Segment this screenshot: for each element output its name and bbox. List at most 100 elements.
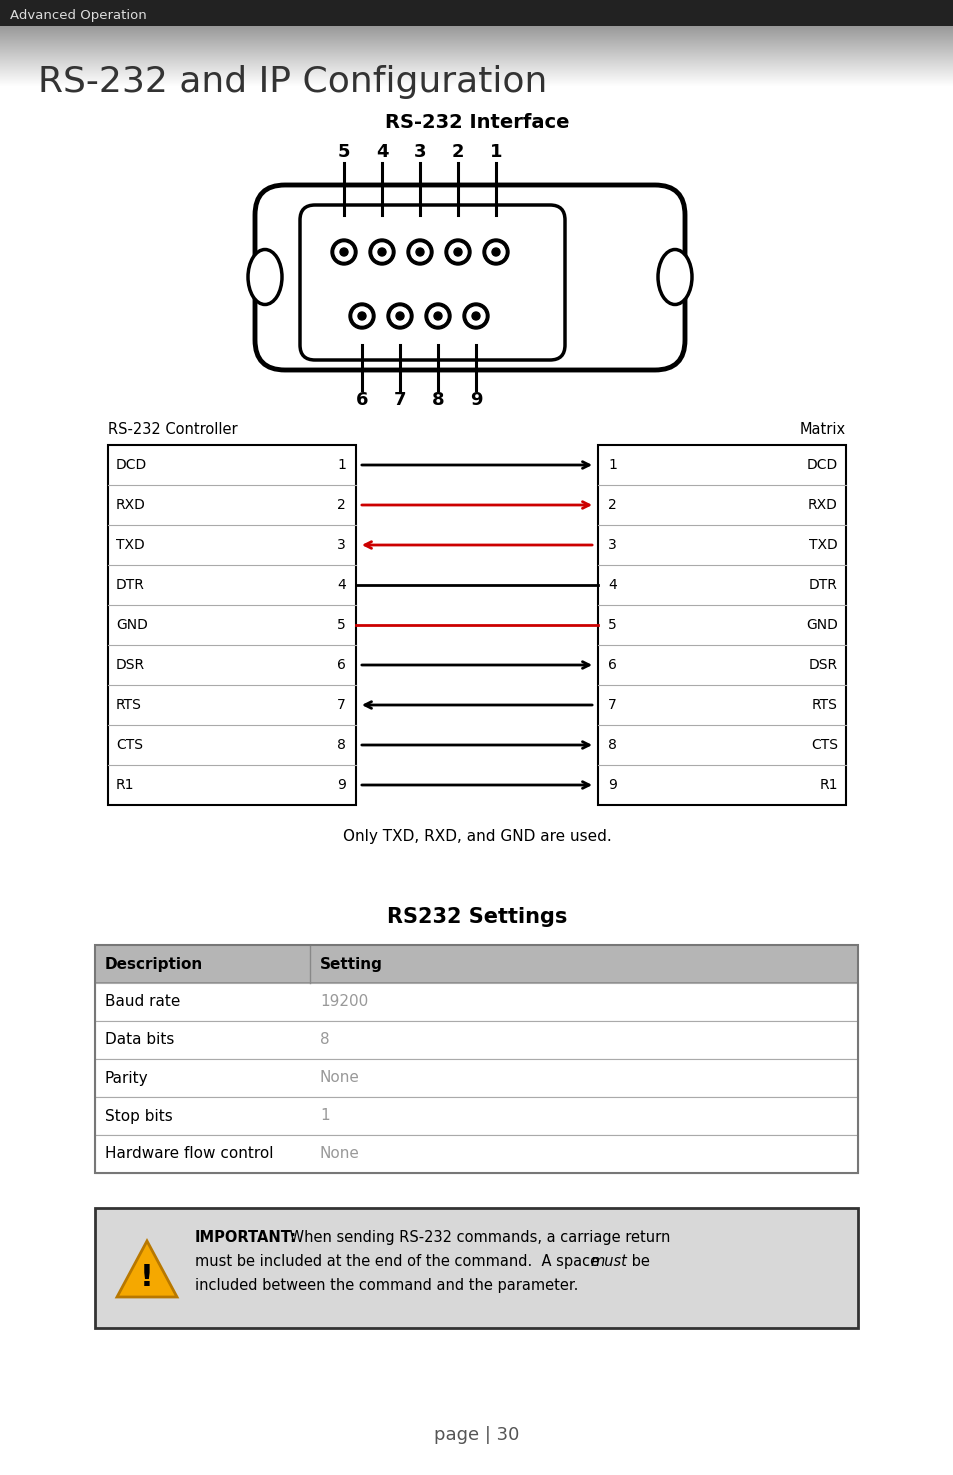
Text: 4: 4 — [337, 578, 346, 591]
Circle shape — [395, 313, 403, 320]
Circle shape — [434, 313, 441, 320]
Bar — [95, 982, 857, 1021]
Text: GND: GND — [116, 618, 148, 631]
Text: When sending RS-232 commands, a carriage return: When sending RS-232 commands, a carriage… — [285, 1230, 670, 1245]
Circle shape — [492, 248, 499, 257]
Text: 8: 8 — [607, 738, 617, 752]
Circle shape — [369, 239, 395, 266]
Text: DCD: DCD — [806, 459, 837, 472]
Text: 1: 1 — [336, 459, 346, 472]
Text: RS232 Settings: RS232 Settings — [386, 907, 567, 926]
Text: 5: 5 — [337, 143, 350, 161]
Text: Parity: Parity — [105, 1071, 149, 1086]
Bar — [95, 945, 857, 982]
Text: 6: 6 — [336, 658, 346, 673]
Circle shape — [373, 243, 391, 261]
Text: Data bits: Data bits — [105, 1032, 174, 1047]
Text: RS-232 Interface: RS-232 Interface — [384, 112, 569, 131]
Text: 2: 2 — [337, 499, 346, 512]
Text: 4: 4 — [607, 578, 616, 591]
Circle shape — [486, 243, 504, 261]
Text: must: must — [589, 1254, 626, 1268]
Text: 7: 7 — [337, 698, 346, 712]
Text: RS-232 Controller: RS-232 Controller — [108, 422, 237, 437]
Text: 1: 1 — [489, 143, 501, 161]
Circle shape — [444, 239, 471, 266]
Text: None: None — [319, 1146, 359, 1161]
Text: 3: 3 — [414, 143, 426, 161]
Text: TXD: TXD — [116, 538, 145, 552]
Text: 5: 5 — [337, 618, 346, 631]
Text: 19200: 19200 — [319, 994, 368, 1009]
Text: R1: R1 — [819, 777, 837, 792]
Ellipse shape — [658, 249, 691, 304]
Circle shape — [391, 307, 409, 324]
Text: page | 30: page | 30 — [434, 1426, 519, 1444]
Text: 8: 8 — [336, 738, 346, 752]
Text: CTS: CTS — [116, 738, 143, 752]
Text: Only TXD, RXD, and GND are used.: Only TXD, RXD, and GND are used. — [342, 829, 611, 845]
Bar — [95, 1059, 857, 1097]
Circle shape — [454, 248, 461, 257]
Text: None: None — [319, 1071, 359, 1086]
Text: 3: 3 — [337, 538, 346, 552]
Polygon shape — [117, 1240, 177, 1297]
Text: R1: R1 — [116, 777, 134, 792]
Bar — [108, 445, 355, 805]
Text: GND: GND — [805, 618, 837, 631]
Circle shape — [462, 302, 489, 329]
Circle shape — [424, 302, 451, 329]
Text: 2: 2 — [452, 143, 464, 161]
Bar — [95, 1097, 857, 1134]
Circle shape — [339, 248, 348, 257]
Text: DSR: DSR — [116, 658, 145, 673]
Text: RTS: RTS — [811, 698, 837, 712]
Circle shape — [353, 307, 371, 324]
Circle shape — [411, 243, 429, 261]
FancyBboxPatch shape — [299, 205, 564, 360]
Text: Stop bits: Stop bits — [105, 1109, 172, 1124]
Text: 7: 7 — [607, 698, 616, 712]
Text: RTS: RTS — [116, 698, 142, 712]
Text: 9: 9 — [469, 391, 482, 409]
Bar — [95, 1021, 857, 1059]
Circle shape — [387, 302, 413, 329]
Circle shape — [335, 243, 353, 261]
Bar — [95, 945, 857, 1173]
Text: DSR: DSR — [808, 658, 837, 673]
Circle shape — [349, 302, 375, 329]
Circle shape — [331, 239, 356, 266]
Text: 4: 4 — [375, 143, 388, 161]
Text: TXD: TXD — [808, 538, 837, 552]
Text: must be included at the end of the command.  A space: must be included at the end of the comma… — [194, 1254, 603, 1268]
Text: DCD: DCD — [116, 459, 147, 472]
Ellipse shape — [248, 249, 282, 304]
Text: Setting: Setting — [319, 956, 382, 972]
Circle shape — [416, 248, 423, 257]
Circle shape — [407, 239, 433, 266]
Circle shape — [467, 307, 484, 324]
Circle shape — [449, 243, 467, 261]
Bar — [95, 1134, 857, 1173]
Text: 6: 6 — [607, 658, 617, 673]
Text: CTS: CTS — [810, 738, 837, 752]
Text: Description: Description — [105, 956, 203, 972]
Text: 9: 9 — [336, 777, 346, 792]
Text: included between the command and the parameter.: included between the command and the par… — [194, 1277, 578, 1294]
Bar — [95, 1208, 857, 1328]
Text: 8: 8 — [319, 1032, 330, 1047]
Text: be: be — [626, 1254, 649, 1268]
Circle shape — [472, 313, 479, 320]
Text: Hardware flow control: Hardware flow control — [105, 1146, 274, 1161]
Text: RXD: RXD — [807, 499, 837, 512]
Text: RXD: RXD — [116, 499, 146, 512]
Circle shape — [482, 239, 509, 266]
Text: 3: 3 — [607, 538, 616, 552]
Text: 5: 5 — [607, 618, 616, 631]
Text: 8: 8 — [432, 391, 444, 409]
Text: 7: 7 — [394, 391, 406, 409]
Text: !: ! — [140, 1264, 153, 1292]
Text: 2: 2 — [607, 499, 616, 512]
FancyBboxPatch shape — [254, 184, 684, 370]
Circle shape — [377, 248, 386, 257]
